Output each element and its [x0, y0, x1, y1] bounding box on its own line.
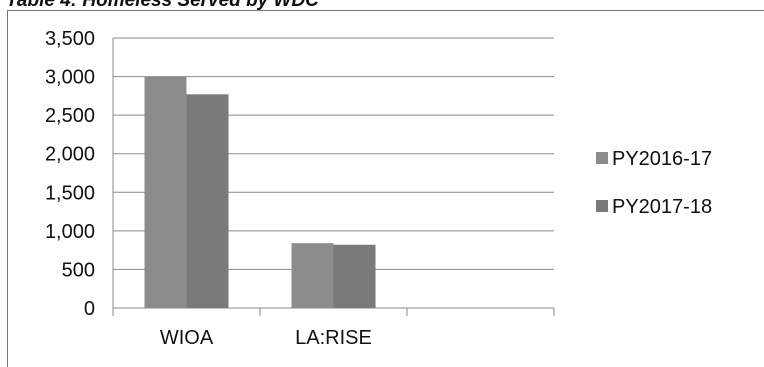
x-category-label: WIOA — [160, 327, 214, 349]
x-category-label: LA:RISE — [295, 327, 372, 349]
chart-frame-top — [7, 10, 764, 11]
y-tick-label: 0 — [84, 298, 95, 320]
y-tick-label: 1,500 — [45, 182, 95, 204]
bar-la-rise-py2017-18 — [333, 244, 376, 308]
legend-swatch — [596, 200, 608, 212]
y-tick-label: 3,000 — [45, 67, 95, 89]
legend-swatch — [596, 152, 608, 164]
y-tick-label: 2,500 — [45, 105, 95, 127]
legend-label: PY2017-18 — [612, 196, 712, 218]
bar-wioa-py2016-17 — [144, 76, 187, 308]
chart-caption: Table 4: Homeless Served by WDC — [6, 0, 319, 11]
y-tick-label: 2,000 — [45, 144, 95, 166]
y-tick-label: 3,500 — [45, 28, 95, 50]
chart-frame-left — [7, 10, 8, 367]
bar-wioa-py2017-18 — [186, 94, 229, 308]
y-tick-label: 500 — [62, 259, 95, 281]
legend-label: PY2016-17 — [612, 148, 712, 170]
bar-la-rise-py2016-17 — [291, 243, 334, 308]
y-tick-label: 1,000 — [45, 221, 95, 243]
